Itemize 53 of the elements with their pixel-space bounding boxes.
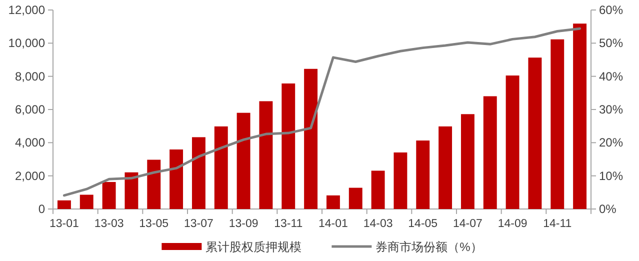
bar [416,140,430,209]
bar [483,96,497,209]
y2-tick-label: 10% [599,168,624,183]
bar [57,200,71,209]
legend-label: 券商市场份额（%） [376,240,482,254]
bar [170,149,184,209]
x-tick-label: 14-11 [543,218,572,230]
x-tick-label: 14-03 [363,218,393,230]
bar [460,114,474,209]
y-tick-label: 2,000 [14,168,46,183]
bar [80,194,94,209]
bar [573,24,587,209]
x-tick-label: 14-07 [452,218,482,230]
x-tick-label: 13-03 [94,218,124,230]
bar [124,172,138,209]
line-series [62,27,582,197]
y-tick-label: 12,000 [8,3,46,17]
y2-tick-label: 40% [599,69,624,84]
legend-label: 累计股权质押规模 [206,240,302,254]
bar [348,188,362,209]
y-tick-label: 10,000 [8,36,46,50]
y2-tick-label: 60% [599,3,624,17]
bar [550,39,564,209]
x-tick-label: 13-05 [139,218,169,230]
x-tick-label: 14-01 [318,218,348,230]
y2-tick-label: 50% [599,36,624,50]
bar [192,137,206,209]
bar [259,101,273,209]
x-tick-label: 14-05 [408,218,438,230]
y2-tick-label: 30% [599,102,624,116]
x-tick-label: 13-09 [228,218,258,230]
bar [394,152,408,209]
y-tick-label: 4,000 [14,136,46,150]
bar [102,182,116,209]
y-tick-label: 6,000 [14,102,46,116]
y2-tick-label: 0% [599,202,617,216]
bar [282,83,296,209]
bar [506,76,520,209]
y-tick-label: 8,000 [14,69,46,84]
bar [147,160,161,209]
y2-tick-label: 20% [599,136,624,150]
bar [326,195,340,209]
bar [304,68,318,209]
bar [214,126,228,209]
bar [528,58,542,209]
x-tick-label: 13-11 [274,218,303,230]
bar [236,112,250,209]
bar [371,170,385,209]
y-tick-label: 0 [38,202,46,216]
x-tick-label: 14-09 [498,218,528,230]
bar [438,126,452,209]
x-tick-label: 13-07 [184,218,214,230]
x-tick-label: 13-01 [49,218,79,230]
